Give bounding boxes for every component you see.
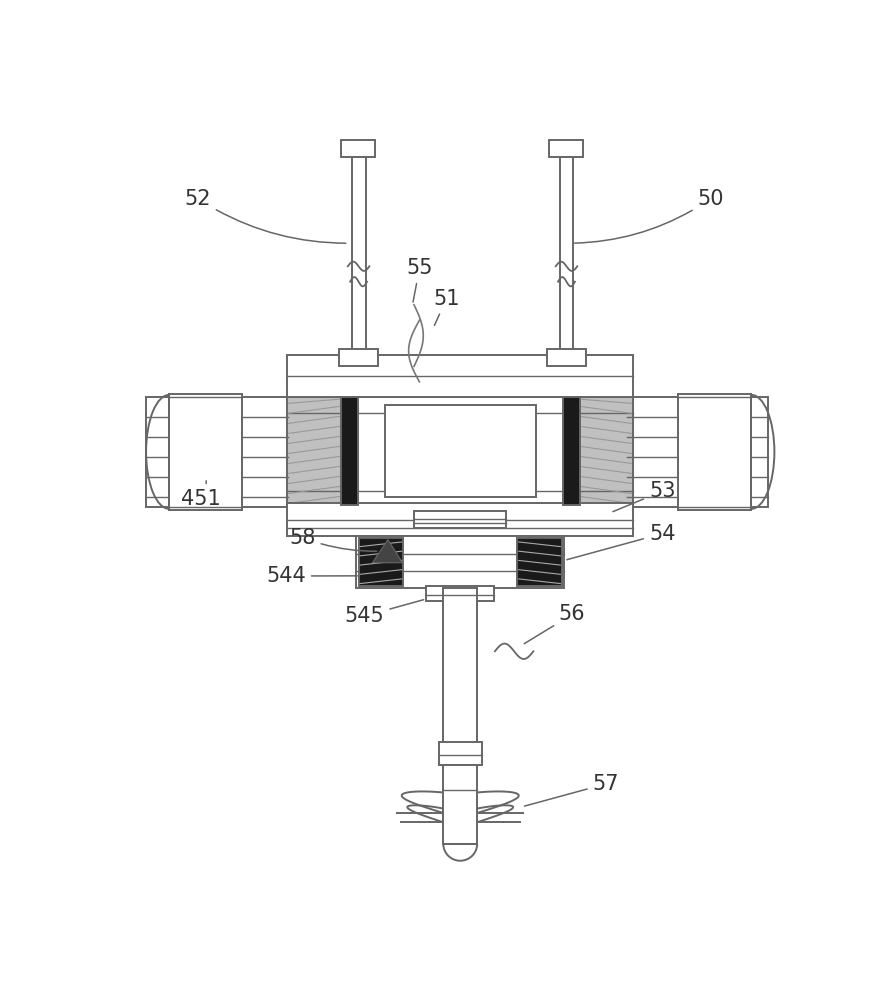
Text: 58: 58 [289, 528, 376, 551]
Bar [339, 349, 378, 366]
Text: 50: 50 [574, 189, 724, 243]
Text: 56: 56 [524, 604, 585, 644]
Bar [574, 397, 633, 505]
Text: 52: 52 [185, 189, 346, 243]
Text: 57: 57 [524, 774, 619, 806]
Bar [626, 397, 768, 507]
Bar [443, 588, 477, 744]
Text: 53: 53 [613, 481, 675, 512]
Bar [549, 140, 582, 157]
Bar [356, 536, 564, 588]
Text: 544: 544 [266, 566, 358, 586]
Bar [146, 397, 288, 507]
Bar [384, 405, 536, 497]
Text: 545: 545 [344, 600, 424, 626]
Bar [359, 538, 403, 586]
Text: 451: 451 [181, 481, 221, 509]
Bar [563, 397, 580, 505]
Bar [443, 765, 477, 844]
Bar [426, 586, 494, 601]
Text: 55: 55 [407, 258, 433, 302]
Bar [341, 140, 375, 157]
Bar [287, 397, 633, 505]
Bar [559, 157, 574, 351]
Bar [287, 397, 349, 505]
Bar [678, 394, 751, 510]
Text: 51: 51 [434, 289, 459, 325]
Bar [414, 511, 507, 528]
Bar [287, 503, 633, 536]
Bar [351, 157, 366, 351]
Text: 54: 54 [566, 524, 675, 560]
Bar [517, 538, 562, 586]
Bar [169, 394, 243, 510]
Bar [439, 742, 482, 765]
Bar [287, 355, 633, 397]
Bar [547, 349, 586, 366]
Bar [341, 397, 358, 505]
Polygon shape [373, 540, 402, 563]
